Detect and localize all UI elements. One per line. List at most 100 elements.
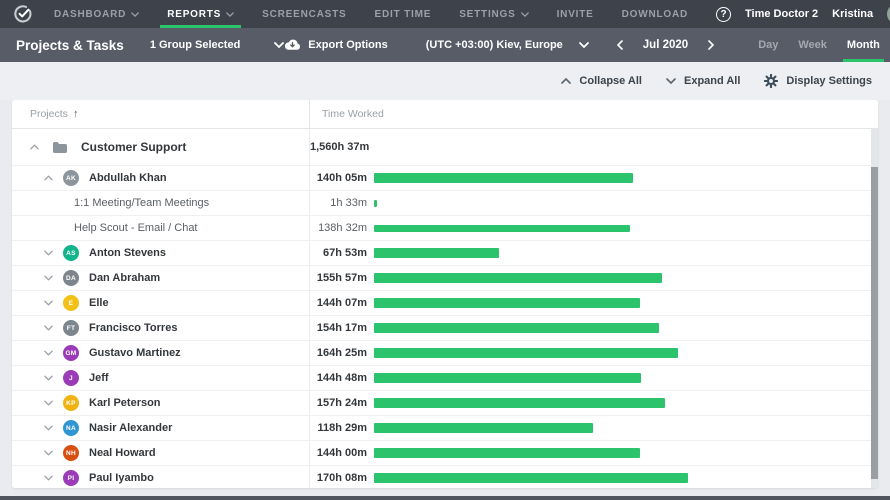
chevron-down-icon — [521, 12, 529, 17]
nav-screencasts[interactable]: Screencasts — [262, 0, 346, 28]
nav-invite[interactable]: Invite — [557, 0, 594, 28]
user-name: Gustavo Martinez — [89, 347, 181, 359]
time-cell: 164h 25m — [310, 341, 878, 365]
workspace-name[interactable]: Time Doctor 2 — [745, 8, 818, 20]
time-cell: 154h 17m — [310, 316, 878, 340]
table-row-user[interactable]: KP Karl Peterson 157h 24m — [12, 391, 878, 416]
expand-all-button[interactable]: Expand All — [666, 75, 740, 87]
table-row-user[interactable]: AK Abdullah Khan 140h 05m — [12, 166, 878, 191]
user-name: Abdullah Khan — [89, 172, 167, 184]
chevron-down-icon[interactable] — [44, 325, 53, 331]
bottom-scrollbar[interactable] — [0, 496, 890, 500]
user-name[interactable]: Kristina — [832, 8, 873, 20]
user-name: Nasir Alexander — [89, 422, 172, 434]
nav-dashboard[interactable]: Dashboard — [54, 0, 139, 28]
period-label[interactable]: Jul 2020 — [643, 39, 688, 51]
group-time-cell: 1,560h 37m — [310, 129, 878, 165]
previous-period-icon[interactable] — [615, 38, 625, 52]
time-cell: 144h 48m — [310, 366, 878, 390]
time-cell: 157h 24m — [310, 391, 878, 415]
time-worked-value: 154h 17m — [310, 322, 367, 334]
chevron-down-icon[interactable] — [44, 400, 53, 406]
table-row-user[interactable]: E Elle 144h 07m — [12, 291, 878, 316]
user-cell: GM Gustavo Martinez — [12, 341, 310, 365]
table-row-user[interactable]: DA Dan Abraham 155h 57m — [12, 266, 878, 291]
table-row-user[interactable]: J Jeff 144h 48m — [12, 366, 878, 391]
avatar: AK — [63, 170, 79, 186]
display-settings-button[interactable]: Display Settings — [764, 74, 872, 88]
expand-all-label: Expand All — [684, 75, 740, 87]
chevron-down-icon[interactable] — [44, 275, 53, 281]
table-header: Projects ↑ Time Worked — [12, 100, 878, 129]
column-header-projects[interactable]: Projects ↑ — [12, 100, 310, 128]
sort-ascending-icon: ↑ — [73, 108, 79, 120]
time-cell: 1h 33m — [310, 191, 878, 215]
vertical-scrollbar[interactable] — [871, 129, 878, 488]
nav-settings[interactable]: Settings — [459, 0, 528, 28]
column-header-time-worked: Time Worked — [310, 100, 878, 128]
table-row-user[interactable]: NA Nasir Alexander 118h 29m — [12, 416, 878, 441]
table-row-user[interactable]: GM Gustavo Martinez 164h 25m — [12, 341, 878, 366]
chevron-up-icon[interactable] — [44, 175, 53, 181]
time-worked-bar — [374, 398, 665, 408]
tab-month[interactable]: Month — [847, 28, 880, 62]
time-worked-value: 144h 48m — [310, 372, 367, 384]
chevron-down-icon[interactable] — [44, 250, 53, 256]
time-cell: 144h 00m — [310, 441, 878, 465]
nav-download[interactable]: Download — [622, 0, 688, 28]
time-worked-bar — [374, 323, 659, 333]
nav-reports-label: Reports — [167, 9, 221, 20]
nav-edit-time[interactable]: Edit Time — [375, 0, 432, 28]
nav-settings-label: Settings — [459, 9, 515, 20]
chevron-down-icon[interactable] — [44, 450, 53, 456]
table-row-user[interactable]: FT Francisco Torres 154h 17m — [12, 316, 878, 341]
tab-week[interactable]: Week — [798, 28, 827, 62]
collapse-all-button[interactable]: Collapse All — [561, 75, 642, 87]
avatar: GM — [63, 345, 79, 361]
avatar: FT — [63, 320, 79, 336]
user-cell: FT Francisco Torres — [12, 316, 310, 340]
time-worked-bar — [374, 200, 377, 207]
subheader-controls: Export Options (UTC +03:00) Kiev, Europe… — [284, 28, 890, 62]
page-title: Projects & Tasks — [16, 38, 124, 53]
table-body: Customer Support 1,560h 37m AK Abdullah … — [12, 129, 878, 488]
chevron-down-icon[interactable] — [44, 425, 53, 431]
timezone-selector[interactable]: (UTC +03:00) Kiev, Europe — [426, 39, 589, 51]
task-name: 1:1 Meeting/Team Meetings — [74, 197, 209, 209]
group-total-time: 1,560h 37m — [310, 141, 367, 153]
table-row-group[interactable]: Customer Support 1,560h 37m — [12, 129, 878, 166]
timezone-label: (UTC +03:00) Kiev, Europe — [426, 39, 563, 51]
task-cell: Help Scout - Email / Chat — [12, 216, 310, 240]
timedoctor-logo-icon[interactable] — [14, 5, 32, 23]
group-selector[interactable]: 1 Group Selected — [150, 39, 284, 51]
tab-day[interactable]: Day — [758, 28, 778, 62]
time-worked-value: 67h 53m — [310, 247, 367, 259]
export-options-button[interactable]: Export Options — [284, 39, 387, 51]
chevron-down-icon — [666, 78, 676, 84]
table-row-task[interactable]: 1:1 Meeting/Team Meetings 1h 33m — [12, 191, 878, 216]
table-row-user[interactable]: AS Anton Stevens 67h 53m — [12, 241, 878, 266]
time-worked-value: 155h 57m — [310, 272, 367, 284]
avatar: NH — [63, 445, 79, 461]
user-cell: PI Paul Iyambo — [12, 466, 310, 488]
table-row-task[interactable]: Help Scout - Email / Chat 138h 32m — [12, 216, 878, 241]
nav-reports[interactable]: Reports — [167, 0, 234, 28]
chevron-down-icon[interactable] — [44, 375, 53, 381]
chevron-down-icon[interactable] — [44, 475, 53, 481]
time-cell: 67h 53m — [310, 241, 878, 265]
user-name: Paul Iyambo — [89, 472, 154, 484]
help-icon[interactable]: ? — [716, 7, 731, 22]
time-cell: 118h 29m — [310, 416, 878, 440]
next-period-icon[interactable] — [706, 38, 716, 52]
user-cell: DA Dan Abraham — [12, 266, 310, 290]
table-row-user[interactable]: NH Neal Howard 144h 00m — [12, 441, 878, 466]
user-name: Francisco Torres — [89, 322, 177, 334]
projects-header-label: Projects — [30, 108, 68, 120]
chevron-down-icon[interactable] — [44, 350, 53, 356]
chevron-up-icon[interactable] — [30, 144, 39, 150]
period-navigator: Jul 2020 — [615, 38, 716, 52]
table-row-user[interactable]: PI Paul Iyambo 170h 08m — [12, 466, 878, 488]
user-name: Dan Abraham — [89, 272, 160, 284]
chevron-down-icon[interactable] — [44, 300, 53, 306]
vertical-scrollbar-thumb[interactable] — [871, 167, 878, 479]
